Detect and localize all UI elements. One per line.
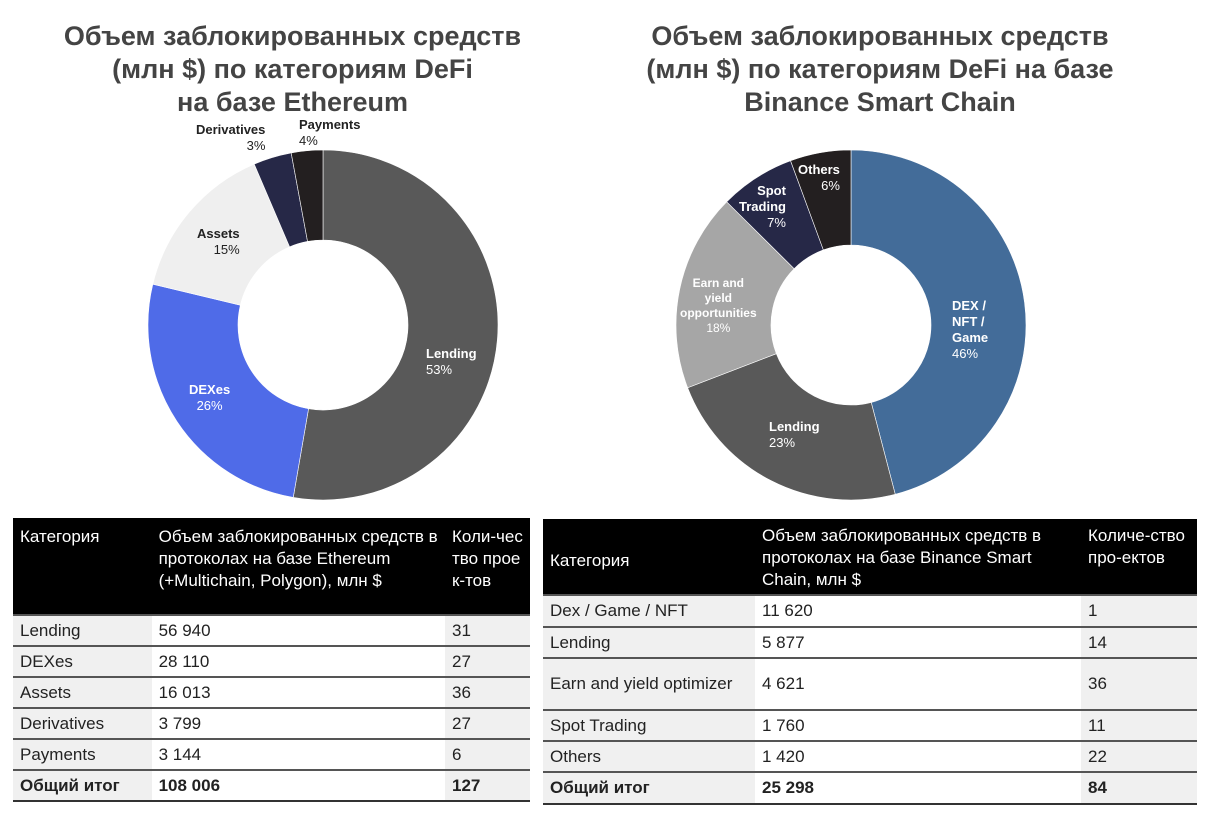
table-row: Others 1 420 22 bbox=[543, 740, 1197, 772]
cell: Earn and yield optimizer bbox=[543, 657, 755, 710]
bsc-title-line: Binance Smart Chain bbox=[744, 87, 1016, 117]
donut-slice-lending bbox=[292, 149, 499, 501]
table-row: Lending 56 940 31 bbox=[13, 614, 530, 646]
donut-slice-earn-and-yield-opportunities bbox=[675, 201, 795, 389]
bsc-chart-title: Объем заблокированных средств (млн $) по… bbox=[600, 20, 1160, 119]
eth-label-dexes: DEXes 26% bbox=[189, 382, 231, 413]
eth-table: Категория Объем заблокированных средств … bbox=[13, 518, 530, 802]
bsc-label-others: Others 6% bbox=[798, 162, 840, 193]
cell: 1 760 bbox=[755, 709, 1081, 741]
cell: 5 877 bbox=[755, 626, 1081, 658]
donut-slice-dex-nft-game bbox=[850, 149, 1027, 495]
cell: 31 bbox=[444, 614, 530, 646]
cell: 1 420 bbox=[755, 740, 1081, 772]
eth-label-lending: Lending 53% bbox=[426, 346, 477, 377]
table-header-row: Категория Объем заблокированных средств … bbox=[13, 518, 530, 615]
cell: 36 bbox=[1081, 657, 1197, 710]
cell: 36 bbox=[444, 676, 530, 708]
cell: 14 bbox=[1081, 626, 1197, 658]
cell: 108 006 bbox=[151, 769, 445, 802]
bsc-label-dex-nft-game: DEX / NFT / Game 46% bbox=[952, 298, 989, 361]
bsc-label-earn: Earn and yield opportunities 18% bbox=[680, 276, 757, 335]
eth-chart-title: Объем заблокированных средств (млн $) по… bbox=[20, 20, 565, 119]
header-category: Категория bbox=[543, 519, 755, 595]
bsc-donut-chart bbox=[675, 149, 1027, 501]
header-category: Категория bbox=[13, 518, 152, 615]
cell: 1 bbox=[1081, 594, 1197, 627]
header-count: Количе-ство про-ектов bbox=[1081, 519, 1197, 595]
cell: 56 940 bbox=[151, 614, 445, 646]
table-row: Derivatives 3 799 27 bbox=[13, 707, 530, 739]
header-count: Коли-чество проек-тов bbox=[444, 518, 530, 615]
cell: Lending bbox=[543, 626, 755, 658]
donut-slice-others bbox=[790, 149, 852, 251]
cell: 27 bbox=[444, 645, 530, 677]
eth-title-line: Объем заблокированных средств bbox=[63, 21, 522, 51]
eth-label-assets: Assets 15% bbox=[197, 226, 240, 257]
bsc-label-spot-trading: Spot Trading 7% bbox=[739, 183, 786, 230]
cell: 16 013 bbox=[151, 676, 445, 708]
donut-slice-payments bbox=[290, 149, 324, 242]
bsc-label-lending: Lending 23% bbox=[769, 419, 820, 450]
cell: Общий итог bbox=[13, 769, 152, 802]
cell: 3 144 bbox=[151, 738, 445, 770]
cell: 11 620 bbox=[755, 594, 1081, 627]
cell: 6 bbox=[444, 738, 530, 770]
total-row: Общий итог 108 006 127 bbox=[13, 769, 530, 802]
table-row: Spot Trading 1 760 11 bbox=[543, 709, 1197, 741]
cell: Derivatives bbox=[13, 707, 152, 739]
cell: 11 bbox=[1081, 709, 1197, 741]
eth-label-derivatives: Derivatives 3% bbox=[196, 122, 266, 153]
cell: Общий итог bbox=[543, 771, 755, 805]
table-row: DEXes 28 110 27 bbox=[13, 645, 530, 677]
bsc-table: Категория Объем заблокированных средств … bbox=[543, 519, 1197, 805]
cell: 3 799 bbox=[151, 707, 445, 739]
table-row: Earn and yield optimizer 4 621 36 bbox=[543, 657, 1197, 710]
table-header-row: Категория Объем заблокированных средств … bbox=[543, 519, 1197, 595]
cell: Assets bbox=[13, 676, 152, 708]
donut-slice-lending bbox=[687, 353, 896, 501]
header-tvl: Объем заблокированных средств в протокол… bbox=[151, 518, 445, 615]
cell: 25 298 bbox=[755, 771, 1081, 805]
cell: 27 bbox=[444, 707, 530, 739]
cell: Payments bbox=[13, 738, 152, 770]
donut-slice-dexes bbox=[147, 283, 309, 498]
eth-label-payments: Payments 4% bbox=[299, 117, 361, 148]
eth-title-line: (млн $) по категориям DeFi bbox=[112, 54, 473, 84]
eth-title-line: на базе Ethereum bbox=[177, 87, 408, 117]
total-row: Общий итог 25 298 84 bbox=[543, 771, 1197, 805]
cell: 84 bbox=[1081, 771, 1197, 805]
cell: 127 bbox=[444, 769, 530, 802]
cell: Spot Trading bbox=[543, 709, 755, 741]
cell: DEXes bbox=[13, 645, 152, 677]
cell: 4 621 bbox=[755, 657, 1081, 710]
cell: Dex / Game / NFT bbox=[543, 594, 755, 627]
cell: Lending bbox=[13, 614, 152, 646]
table-row: Assets 16 013 36 bbox=[13, 676, 530, 708]
cell: 22 bbox=[1081, 740, 1197, 772]
table-row: Dex / Game / NFT 11 620 1 bbox=[543, 594, 1197, 627]
cell: 28 110 bbox=[151, 645, 445, 677]
header-tvl: Объем заблокированных средств в протокол… bbox=[755, 519, 1081, 595]
bsc-title-line: Объем заблокированных средств bbox=[651, 21, 1109, 51]
eth-donut-chart bbox=[147, 149, 499, 501]
bsc-title-line: (млн $) по категориям DeFi на базе bbox=[646, 54, 1114, 84]
table-row: Lending 5 877 14 bbox=[543, 626, 1197, 658]
cell: Others bbox=[543, 740, 755, 772]
table-row: Payments 3 144 6 bbox=[13, 738, 530, 770]
